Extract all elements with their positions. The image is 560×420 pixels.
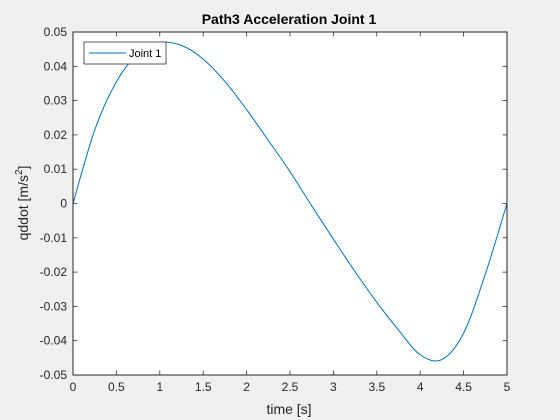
y-tick-label: 0.04 [44, 59, 68, 73]
y-axis-ticks: 0.05 0.04 0.03 0.02 0.01 0 -0.01 -0.02 -0.03 -0.0… [40, 25, 507, 382]
y-tick-label: 0.01 [44, 162, 68, 176]
y-tick-label: 0 [60, 197, 67, 211]
x-tick-label: 3 [330, 380, 337, 394]
legend-label-joint-1: Joint 1 [129, 48, 161, 60]
y-axis-label: qddot [m/s2] [14, 166, 31, 241]
y-tick-label: 0.05 [44, 25, 68, 39]
y-tick-label: -0.02 [40, 265, 68, 279]
x-tick-label: 0 [70, 380, 77, 394]
y-tick-label: 0.03 [44, 94, 68, 108]
y-tick-label: 0.02 [44, 128, 68, 142]
y-axis-label-main: qddot [m/s [15, 175, 31, 240]
y-axis-label-close: ] [15, 166, 31, 170]
x-axis-ticks: 0 0.5 1 1.5 2 2.5 3 3.5 4 4.5 5 [70, 32, 511, 394]
x-tick-label: 3.5 [368, 380, 385, 394]
x-tick-label: 1.5 [195, 380, 212, 394]
x-tick-label: 5 [504, 380, 511, 394]
y-tick-label: -0.01 [40, 231, 68, 245]
x-tick-label: 4 [417, 380, 424, 394]
x-tick-label: 2 [243, 380, 250, 394]
y-axis-label-superscript: 2 [14, 169, 25, 175]
y-tick-label: -0.03 [40, 299, 68, 313]
x-tick-label: 1 [156, 380, 163, 394]
chart-title: Path3 Acceleration Joint 1 [202, 11, 377, 27]
y-tick-label: -0.04 [40, 334, 68, 348]
x-tick-label: 0.5 [108, 380, 125, 394]
plot-area [73, 32, 507, 375]
y-tick-label: -0.05 [40, 368, 68, 382]
x-tick-label: 2.5 [282, 380, 299, 394]
x-tick-label: 4.5 [455, 380, 472, 394]
x-axis-label: time [s] [266, 401, 311, 417]
legend: Joint 1 [83, 41, 167, 65]
